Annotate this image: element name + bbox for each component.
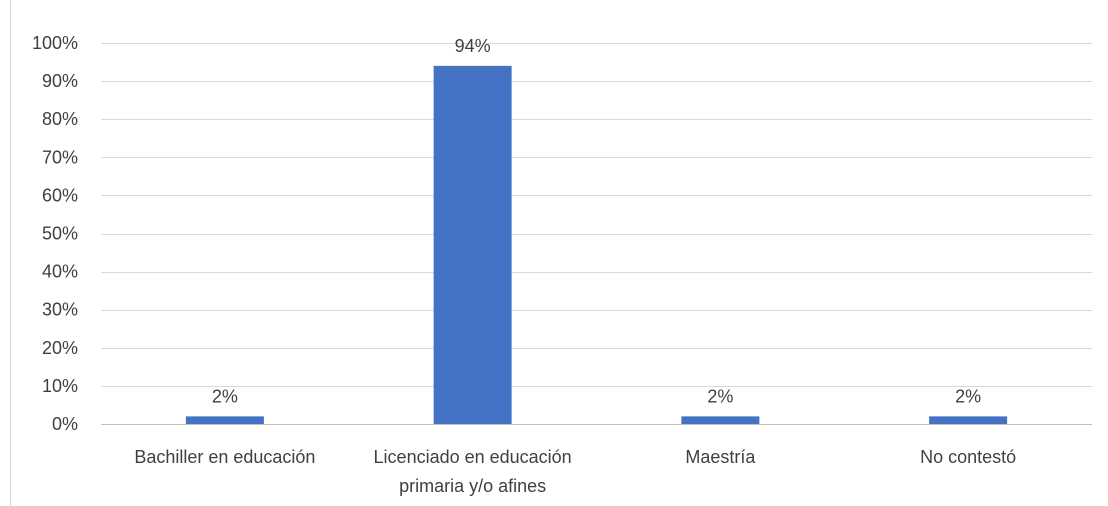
- y-tick-label: 80%: [42, 109, 78, 129]
- data-label: 2%: [212, 386, 238, 406]
- x-category-label-line: No contestó: [920, 447, 1016, 467]
- x-category-label-line: Maestría: [685, 447, 756, 467]
- y-tick-label: 0%: [52, 414, 78, 434]
- bar: [185, 416, 264, 424]
- bar: [681, 416, 760, 424]
- y-tick-label: 100%: [32, 33, 78, 53]
- x-category-label-line: primaria y/o afines: [399, 476, 546, 496]
- y-tick-label: 10%: [42, 376, 78, 396]
- y-tick-label: 30%: [42, 300, 78, 320]
- y-tick-label: 70%: [42, 147, 78, 167]
- y-tick-label: 90%: [42, 71, 78, 91]
- y-tick-label: 50%: [42, 224, 78, 244]
- y-axis-ticks: 0% 10% 20% 30% 40% 50% 60% 70% 80% 90% 100%: [32, 33, 78, 434]
- bar: [433, 65, 512, 425]
- x-category-label-line: Bachiller en educación: [134, 447, 315, 467]
- y-tick-label: 60%: [42, 185, 78, 205]
- x-axis-categories: Bachiller en educación Licenciado en educ…: [134, 447, 1016, 496]
- x-category-label: Licenciado en educación primaria y/o afin…: [374, 447, 572, 496]
- x-category-label: Maestría: [685, 447, 756, 467]
- y-tick-label: 20%: [42, 338, 78, 358]
- gridlines: [101, 43, 1092, 425]
- y-tick-label: 40%: [42, 262, 78, 282]
- bar: [929, 416, 1008, 424]
- data-label: 2%: [707, 386, 733, 406]
- x-category-label: No contestó: [920, 447, 1016, 467]
- x-category-label: Bachiller en educación: [134, 447, 315, 467]
- data-labels: 2% 94% 2% 2%: [212, 36, 981, 407]
- bars: [185, 65, 1008, 425]
- x-category-label-line: Licenciado en educación: [374, 447, 572, 467]
- data-label: 94%: [455, 36, 491, 56]
- data-label: 2%: [955, 386, 981, 406]
